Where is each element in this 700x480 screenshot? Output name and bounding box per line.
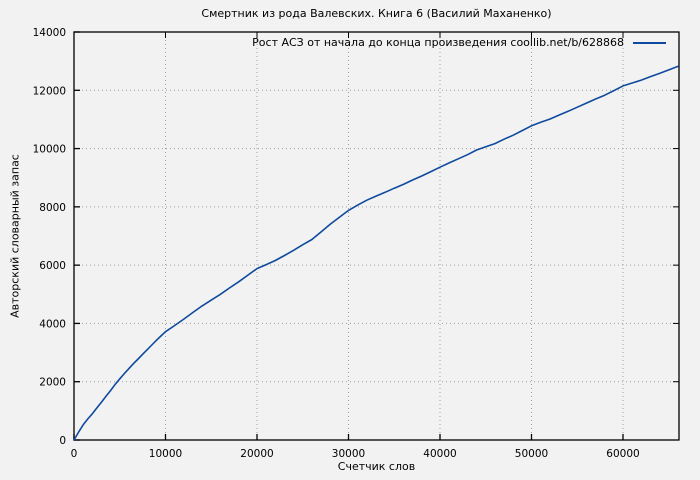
legend: Рост АСЗ от начала до конца произведения…	[252, 36, 666, 50]
y-tick-label: 6000	[39, 260, 66, 272]
x-axis-title: Счетчик слов	[337, 460, 416, 473]
y-tick-label: 12000	[33, 85, 66, 97]
series-line	[73, 65, 679, 441]
x-tick-label: 10000	[149, 448, 182, 460]
x-tick-label: 0	[71, 448, 78, 460]
x-tick-label: 50000	[515, 448, 548, 460]
y-tick-label: 4000	[39, 318, 66, 330]
y-tick-label: 2000	[39, 377, 66, 389]
plot-border	[73, 31, 680, 441]
y-tick-label: 8000	[39, 202, 66, 214]
y-tick-label: 0	[59, 435, 66, 447]
y-tick-label: 10000	[33, 144, 66, 156]
legend-label: Рост АСЗ от начала до конца произведения…	[252, 36, 624, 49]
x-tick-label: 60000	[606, 448, 639, 460]
chart-title: Смертник из рода Валевских. Книга 6 (Вас…	[201, 7, 552, 20]
y-axis-title: Авторский словарный запас	[8, 154, 22, 318]
x-tick-label: 20000	[240, 448, 273, 460]
x-tick-label: 30000	[332, 448, 365, 460]
legend-line-sample	[633, 42, 666, 44]
y-tick-label: 14000	[33, 27, 66, 39]
x-tick-label: 40000	[423, 448, 456, 460]
